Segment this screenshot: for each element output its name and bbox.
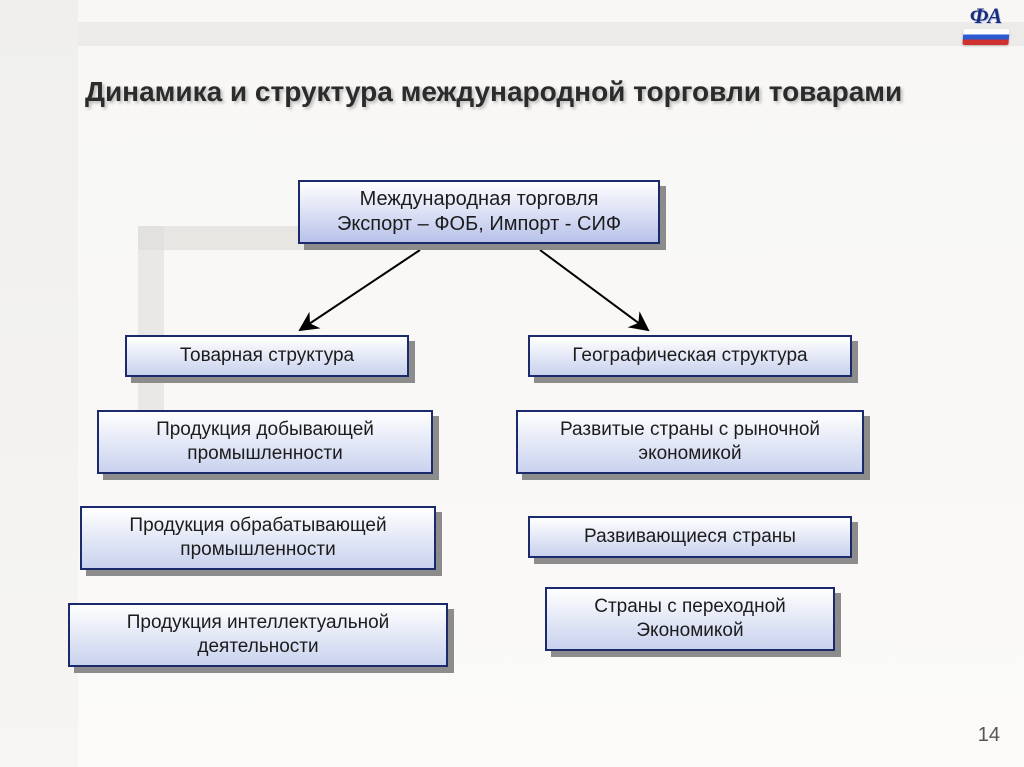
diagram-node-root: Международная торговля Экспорт – ФОБ, Им… bbox=[298, 180, 660, 244]
logo: ФА bbox=[956, 4, 1016, 46]
diagram-edge-root-l0 bbox=[300, 250, 420, 330]
accent-stripe-vertical bbox=[138, 226, 164, 426]
logo-flag-icon bbox=[962, 29, 1009, 45]
logo-initials: ФА bbox=[970, 5, 1002, 27]
diagram-node-label: Развитые страны с рыночной экономикой bbox=[526, 418, 854, 466]
diagram-node-l1: Продукция добывающей промышленности bbox=[97, 410, 433, 474]
diagram-node-r1: Развитые страны с рыночной экономикой bbox=[516, 410, 864, 474]
diagram-node-label: Продукция добывающей промышленности bbox=[107, 418, 423, 466]
diagram-node-l0: Товарная структура bbox=[125, 335, 409, 377]
diagram-node-l3: Продукция интеллектуальной деятельности bbox=[68, 603, 448, 667]
accent-top-bar bbox=[78, 22, 1024, 46]
diagram-node-r2: Развивающиеся страны bbox=[528, 516, 852, 558]
diagram-node-l2: Продукция обрабатывающей промышленности bbox=[80, 506, 436, 570]
diagram-node-label: Развивающиеся страны bbox=[538, 525, 842, 549]
page-number: 14 bbox=[978, 724, 1000, 747]
slide-title: Динамика и структура международной торго… bbox=[85, 74, 905, 110]
diagram-node-label: Географическая структура bbox=[538, 344, 842, 368]
diagram-node-label: Продукция интеллектуальной деятельности bbox=[78, 611, 438, 659]
diagram-node-label: Товарная структура bbox=[135, 344, 399, 368]
diagram-node-r0: Географическая структура bbox=[528, 335, 852, 377]
diagram-node-label: Страны с переходной Экономикой bbox=[555, 595, 825, 643]
diagram-node-label: Международная торговля Экспорт – ФОБ, Им… bbox=[308, 187, 650, 237]
diagram-node-label: Продукция обрабатывающей промышленности bbox=[90, 514, 426, 562]
accent-left-bar bbox=[0, 0, 78, 767]
diagram-edge-root-r0 bbox=[540, 250, 648, 330]
diagram-node-r3: Страны с переходной Экономикой bbox=[545, 587, 835, 651]
slide: ФА Динамика и структура международной то… bbox=[0, 0, 1024, 767]
